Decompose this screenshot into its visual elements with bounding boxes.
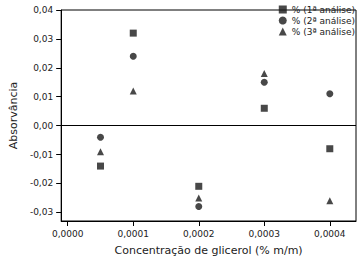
svg-text:-0,02: -0,02 [30,178,53,188]
svg-text:0,02: 0,02 [33,63,53,73]
svg-text:-0,01: -0,01 [30,150,53,160]
svg-text:Concentração de glicerol (% m/: Concentração de glicerol (% m/m) [115,244,303,257]
svg-text:% (2ª análise): % (2ª análise) [292,16,355,26]
svg-text:0,0000: 0,0000 [52,229,84,239]
svg-text:0,0002: 0,0002 [183,229,215,239]
svg-text:% (1ª análise): % (1ª análise) [292,5,355,15]
svg-text:0,04: 0,04 [33,5,53,15]
svg-text:0,0004: 0,0004 [314,229,346,239]
svg-text:0,01: 0,01 [33,92,53,102]
svg-text:Absorvância: Absorvância [7,82,20,150]
svg-text:0,00: 0,00 [33,121,53,131]
svg-text:% (3ª análise): % (3ª análise) [292,27,355,37]
svg-text:0,03: 0,03 [33,34,53,44]
svg-text:0,0003: 0,0003 [249,229,281,239]
svg-text:0,0001: 0,0001 [118,229,150,239]
svg-text:-0,03: -0,03 [30,207,53,217]
